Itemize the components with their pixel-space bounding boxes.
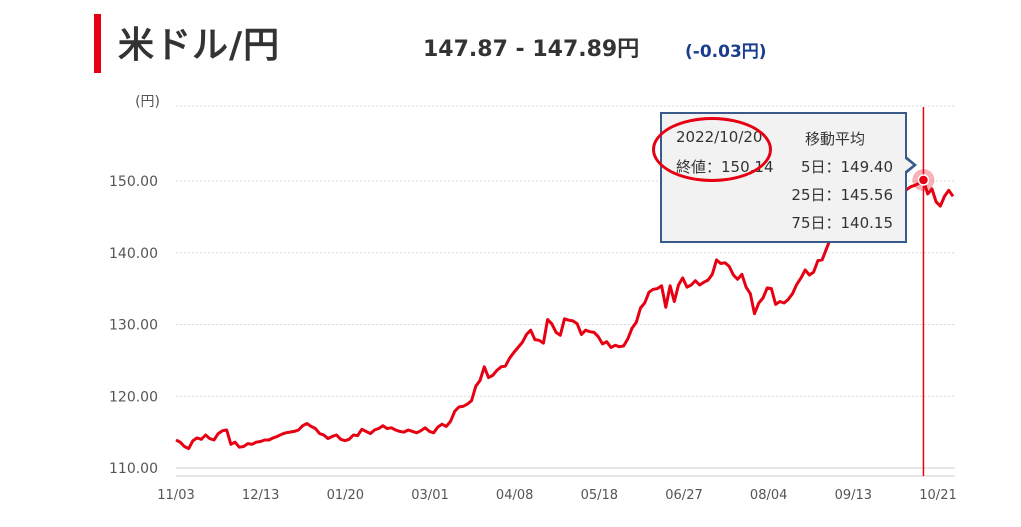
price-range: 147.87 - 147.89円 xyxy=(423,37,640,62)
x-tick-label: 11/03 xyxy=(157,488,194,503)
tooltip-arrow-fill xyxy=(904,158,913,172)
x-tick-label: 03/01 xyxy=(411,488,448,503)
tooltip-ma25: 25日：145.56 xyxy=(791,186,893,204)
tooltip-ma5: 5日：149.40 xyxy=(800,158,893,176)
title-accent-bar xyxy=(94,14,101,73)
x-tick-label: 10/21 xyxy=(919,488,956,503)
x-tick-label: 05/18 xyxy=(581,488,618,503)
x-tick-label: 06/27 xyxy=(665,488,702,503)
y-axis-unit: (円) xyxy=(135,94,160,110)
x-tick-label: 09/13 xyxy=(835,488,872,503)
series-line xyxy=(175,178,955,451)
x-axis: 11/03 12/13 01/20 03/01 04/08 05/18 06/27 08/04… xyxy=(157,475,957,503)
y-axis: (円) 110.00 120.00 130.00 140.00 150.00 xyxy=(109,94,160,477)
series-layer xyxy=(175,178,955,451)
tooltip-ma75: 75日：140.15 xyxy=(791,214,893,232)
y-tick-label: 140.00 xyxy=(109,246,158,262)
tooltip-ma-title: 移動平均 xyxy=(805,130,866,148)
x-tick-label: 01/20 xyxy=(327,488,364,503)
y-tick-label: 120.00 xyxy=(109,389,158,405)
annotation-circle xyxy=(652,117,772,182)
x-tick-label: 08/04 xyxy=(750,488,787,503)
y-tick-label: 150.00 xyxy=(109,174,158,190)
x-tick-label: 04/08 xyxy=(496,488,533,503)
price-change: (-0.03円) xyxy=(685,42,767,62)
y-tick-label: 130.00 xyxy=(109,318,158,334)
y-tick-label: 110.00 xyxy=(109,461,158,477)
x-tick-label: 12/13 xyxy=(242,488,279,503)
page-title: 米ドル/円 xyxy=(118,25,281,66)
highlight-point xyxy=(917,174,930,186)
